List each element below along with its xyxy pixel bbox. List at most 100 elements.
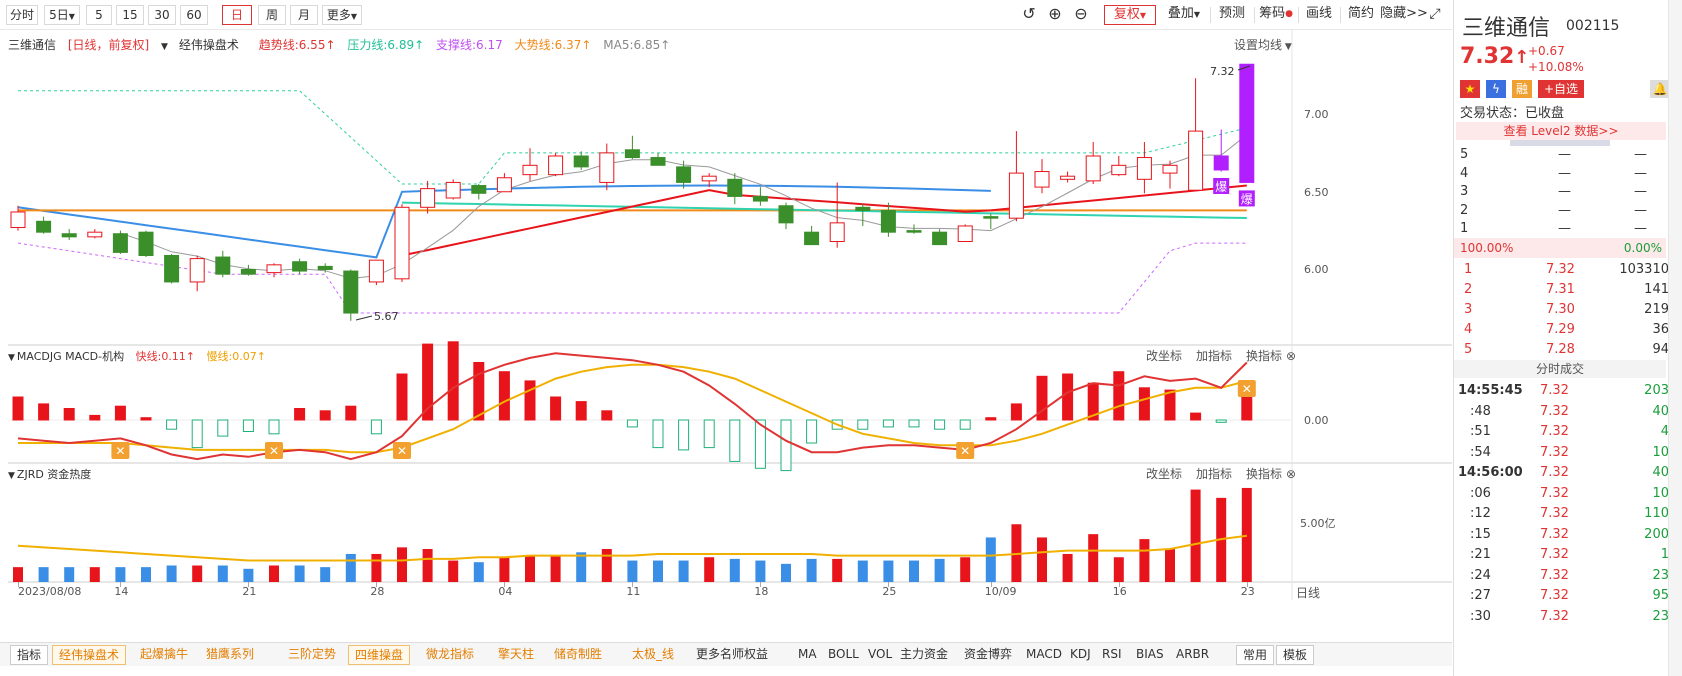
indicator-tab[interactable]: 常用 <box>1236 645 1275 665</box>
alarm-bell-icon[interactable]: 🔔 <box>1650 80 1670 98</box>
trade-tick-cell: 95 <box>1652 588 1669 603</box>
heat-bar <box>320 567 331 582</box>
ma-settings-button[interactable]: 设置均线 ▼ <box>1234 36 1292 53</box>
indicator-tab[interactable]: KDJ <box>1070 647 1091 661</box>
indicator-tab[interactable]: ARBR <box>1176 647 1210 661</box>
close-pane-icon[interactable]: ⊗ <box>1286 349 1297 363</box>
undo-icon[interactable]: ↺ <box>1022 4 1036 23</box>
add-indicator-button[interactable]: 加指标 <box>1196 349 1233 363</box>
indicator-tab[interactable]: 更多名师权益 <box>696 647 769 661</box>
price-chart[interactable]: 爆爆 ✕ ✕ ✕ ✕ ✕ <box>0 0 1452 676</box>
period-week-button[interactable]: 周 <box>258 5 286 25</box>
candle-body <box>445 181 461 199</box>
macd-fast-line <box>17 352 1248 461</box>
support-line <box>17 242 1247 314</box>
ma5-value: MA5:6.85↑ <box>603 38 671 52</box>
date-axis-tick <box>1246 582 1248 587</box>
macd-bar <box>191 419 203 449</box>
period-60min-button[interactable]: 60 <box>180 5 208 25</box>
period-day-button[interactable]: 日 <box>222 5 252 25</box>
candle-body <box>368 259 384 283</box>
trade-tick-cell: 10 <box>1652 444 1669 460</box>
change-axis-button[interactable]: 改坐标 <box>1146 467 1183 481</box>
chips-button[interactable]: 筹码● <box>1258 5 1294 25</box>
add-watchlist-button[interactable]: +自选 <box>1538 80 1584 98</box>
zoom-out-icon[interactable]: ⊖ <box>1074 4 1088 23</box>
period-15min-button[interactable]: 15 <box>116 5 144 25</box>
indicator-tab[interactable]: 三阶定势 <box>288 647 337 661</box>
price-change-pct: +10.08% <box>1528 60 1584 74</box>
chart-mode-label: [日线，前复权] <box>67 38 150 52</box>
period-more-button[interactable]: 更多▼ <box>322 5 362 25</box>
heat-bar <box>653 560 663 582</box>
indicator-tab[interactable]: 擎天柱 <box>498 647 535 661</box>
trade-tick-cell: :48 <box>1470 403 1491 419</box>
indicator-tab[interactable]: RSI <box>1102 647 1122 661</box>
period-5min-button[interactable]: 5 <box>86 5 112 25</box>
indicator-tab[interactable]: BIAS <box>1136 647 1164 661</box>
hide-panel-button[interactable]: 隐藏>> <box>1380 6 1428 21</box>
draw-line-button[interactable]: 画线 <box>1305 6 1332 21</box>
candle-body <box>343 270 359 314</box>
period-30min-button[interactable]: 30 <box>148 5 176 25</box>
date-axis-tick <box>888 582 890 587</box>
indicator-tab[interactable]: 四维操盘 <box>348 645 411 665</box>
add-indicator-button[interactable]: 加指标 <box>1196 467 1233 481</box>
indicator-tab[interactable]: BOLL <box>828 647 859 661</box>
last-price-value: 7.32 <box>1460 44 1515 69</box>
indicator-tab[interactable]: MA <box>798 647 817 661</box>
indicator-tab[interactable]: 模板 <box>1276 645 1315 665</box>
fullscreen-icon[interactable]: ⤢ <box>1429 6 1441 22</box>
chevron-down-icon: ▼ <box>68 12 75 21</box>
indicator-tab[interactable]: 主力资金 <box>900 647 949 661</box>
macd-bar <box>1036 375 1048 421</box>
overlay-button[interactable]: 叠加▼ <box>1162 5 1206 25</box>
swap-indicator-button[interactable]: 换指标 <box>1246 467 1283 481</box>
date-axis-tick <box>632 582 634 587</box>
period-5day-button[interactable]: 5日▼ <box>44 5 80 25</box>
swap-indicator-button[interactable]: 换指标 <box>1246 349 1283 363</box>
zoom-in-icon[interactable]: ⊕ <box>1048 4 1062 23</box>
cross-signal-marker <box>1237 380 1256 397</box>
trade-tick: :51 7.32 4 <box>1454 421 1682 443</box>
indicator-tab[interactable]: 资金博弈 <box>964 647 1013 661</box>
indicator-tab[interactable]: 经伟操盘术 <box>52 645 127 665</box>
candle-body <box>1085 155 1101 182</box>
indicator-tab[interactable]: 储奇制胜 <box>554 647 603 661</box>
candle-body <box>752 195 768 202</box>
indicator-tab[interactable]: 太极_线 <box>632 647 675 661</box>
panel-scrollbar[interactable] <box>1668 0 1682 676</box>
indicator-tab[interactable]: 猎鹰系列 <box>206 647 255 661</box>
indicator-tab[interactable]: MACD <box>1026 647 1062 661</box>
trade-tick-cell: 7.32 <box>1540 547 1569 562</box>
heat-bar <box>64 567 75 582</box>
trade-tick: 14:55:45 7.32 203 <box>1454 380 1682 402</box>
adjust-button[interactable]: 复权▼ <box>1104 5 1156 25</box>
period-month-button[interactable]: 月 <box>290 5 318 25</box>
sell-level-cell: — <box>1558 202 1571 218</box>
candle-body <box>1136 157 1152 180</box>
level2-link[interactable]: 查看 Level2 数据>> <box>1456 122 1666 140</box>
indicator-select[interactable]: ▼ 经伟操盘术 <box>161 38 247 52</box>
close-pane-icon[interactable]: ⊗ <box>1286 467 1297 481</box>
forecast-button[interactable]: 预测 <box>1218 6 1245 21</box>
heat-bar <box>781 563 791 582</box>
simple-mode-button[interactable]: 简约 <box>1347 6 1374 21</box>
heat-bar <box>550 555 561 582</box>
period-intraday-button[interactable]: 分时 <box>6 5 38 25</box>
heat-bar <box>909 560 919 582</box>
trade-tick-cell: 7.32 <box>1540 588 1569 603</box>
change-axis-button[interactable]: 改坐标 <box>1146 349 1183 363</box>
margin-tag[interactable]: 融 <box>1512 80 1532 98</box>
indicator-tab[interactable]: 起爆擒牛 <box>140 647 189 661</box>
macd-bar <box>38 403 50 421</box>
trade-tick-cell: :24 <box>1470 567 1491 583</box>
price-axis-label: 6.50 <box>1304 186 1329 199</box>
indicator-tab[interactable]: 微龙指标 <box>426 647 475 661</box>
heat-bar <box>166 565 177 582</box>
cross-signal-icon: ✕ <box>960 444 970 458</box>
indicator-tab[interactable]: VOL <box>868 647 893 661</box>
macd-slow-line <box>18 363 1248 454</box>
lightning-icon[interactable]: ϟ <box>1486 80 1506 98</box>
indicator-tab[interactable]: 指标 <box>10 645 49 665</box>
